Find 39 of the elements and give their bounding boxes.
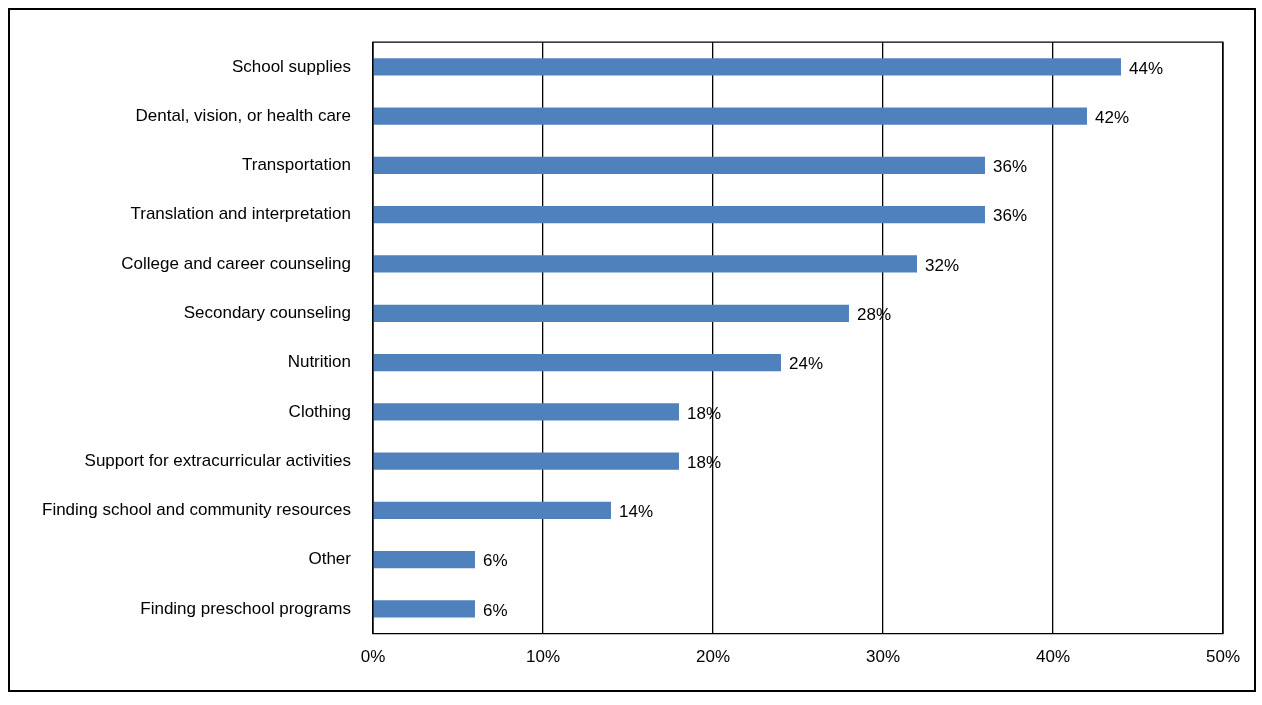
bar bbox=[373, 353, 781, 372]
bar bbox=[373, 58, 1121, 76]
bar bbox=[373, 551, 475, 569]
x-tick-label: 30% bbox=[865, 647, 900, 667]
y-tick-label: Support for extracurricular activities bbox=[84, 450, 351, 470]
x-tick-label: 40% bbox=[1035, 647, 1070, 667]
y-tick-label: Clothing bbox=[288, 401, 351, 421]
x-tick-label: 50% bbox=[1205, 647, 1240, 667]
bar bbox=[373, 600, 475, 618]
data-label: 44% bbox=[1128, 58, 1164, 78]
data-label: 36% bbox=[992, 157, 1028, 177]
x-tick-label: 10% bbox=[525, 647, 560, 667]
data-label: 24% bbox=[788, 354, 824, 374]
y-tick-label: Transportation bbox=[242, 155, 351, 175]
y-tick-label: Other bbox=[308, 549, 352, 569]
x-tick-label: 0% bbox=[360, 647, 386, 667]
data-label: 42% bbox=[1094, 107, 1130, 127]
bar bbox=[373, 403, 679, 421]
bar bbox=[373, 255, 917, 273]
bar bbox=[373, 156, 985, 175]
y-tick-label: Finding preschool programs bbox=[140, 598, 351, 618]
bar bbox=[373, 304, 849, 322]
y-tick-label: College and career counseling bbox=[121, 253, 351, 273]
x-tick-label: 20% bbox=[695, 647, 730, 667]
bar bbox=[373, 501, 611, 520]
y-tick-label: Translation and interpretation bbox=[130, 204, 351, 224]
data-label: 6% bbox=[482, 551, 508, 571]
data-label: 36% bbox=[992, 206, 1028, 226]
bar bbox=[373, 452, 679, 470]
y-tick-label: Finding school and community resources bbox=[42, 500, 351, 520]
data-label: 14% bbox=[618, 502, 654, 522]
y-tick-label: Secondary counseling bbox=[183, 302, 351, 322]
y-tick-label: Nutrition bbox=[287, 352, 351, 372]
bar bbox=[373, 107, 1087, 125]
y-tick-label: School supplies bbox=[231, 56, 351, 76]
bar bbox=[373, 206, 985, 224]
y-tick-label: Dental, vision, or health care bbox=[135, 105, 351, 125]
data-label: 6% bbox=[482, 600, 508, 620]
data-label: 32% bbox=[924, 255, 960, 275]
